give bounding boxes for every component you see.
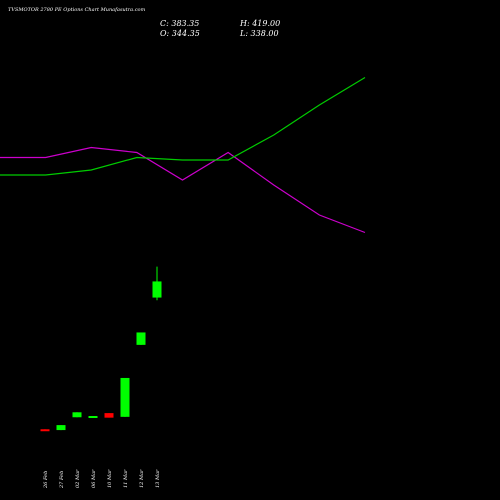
candle-06-mar	[88, 416, 98, 419]
candle-body	[72, 412, 82, 418]
close-label: C: 383.35	[160, 19, 199, 28]
candle-13-mar	[152, 266, 162, 301]
x-tick-label: 11 Mar	[123, 469, 129, 488]
indicator-line-2	[0, 76, 366, 176]
chart-title: TVSMOTOR 2780 PE Options Chart Munafasut…	[8, 7, 146, 13]
x-tick-label: 27 Feb	[59, 471, 65, 489]
candle-body	[56, 425, 66, 431]
candle-10-mar	[104, 413, 114, 418]
x-tick-label: 10 Mar	[107, 469, 113, 488]
indicator-line-1	[0, 146, 366, 234]
high-label: H: 419.00	[239, 19, 280, 28]
candles	[40, 266, 162, 432]
x-tick-label: 12 Mar	[139, 469, 145, 488]
candle-body	[120, 377, 130, 417]
x-axis-labels: 26 Feb 27 Feb 02 Mar 06 Mar 10 Mar 11 Mar 12 M…	[43, 469, 161, 489]
candle-12-mar	[136, 332, 146, 345]
candle-body	[104, 413, 114, 418]
candle-body	[88, 416, 98, 419]
indicator-lines	[0, 76, 366, 234]
candle-26-feb	[40, 429, 50, 432]
candle-02-mar	[72, 412, 82, 418]
open-label: O: 344.35	[160, 29, 200, 38]
candle-11-mar	[120, 377, 130, 417]
x-tick-label: 13 Mar	[155, 469, 161, 488]
x-tick-label: 02 Mar	[75, 469, 81, 488]
candle-27-feb	[56, 425, 66, 431]
candle-body	[40, 429, 50, 432]
x-tick-label: 26 Feb	[43, 471, 49, 489]
candle-body	[152, 281, 162, 298]
candle-body	[136, 332, 146, 345]
x-tick-label: 06 Mar	[91, 469, 97, 488]
low-label: L: 338.00	[239, 29, 279, 38]
